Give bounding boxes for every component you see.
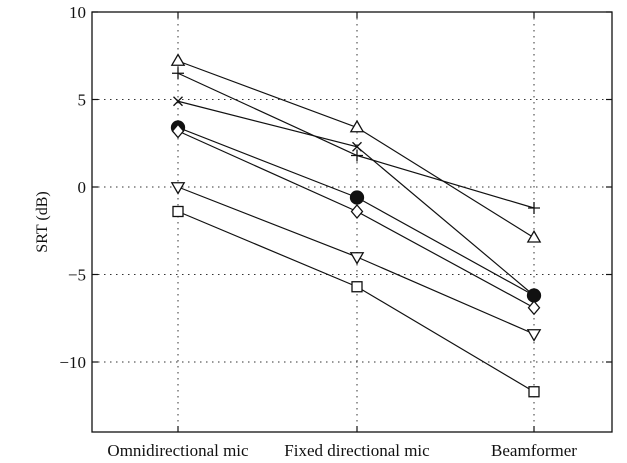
x-tick-label: Beamformer (491, 441, 577, 460)
series-triangle-up (170, 53, 542, 243)
series-group (170, 53, 542, 398)
x-tick-label: Omnidirectional mic (107, 441, 249, 460)
data-point-diamond (527, 300, 541, 316)
y-tick-label: 10 (69, 3, 86, 22)
y-tick-label: 5 (78, 91, 87, 110)
data-point-triangle-up (526, 229, 542, 243)
series-diamond (171, 123, 541, 316)
y-axis-title: SRT (dB) (34, 191, 51, 252)
data-point-plus (528, 202, 540, 214)
plot-frame (91, 11, 613, 433)
y-tick-label: 0 (78, 178, 87, 197)
series-line-plus (177, 72, 535, 209)
y-tick-labels: 10 5 0 −5 −10 (59, 3, 86, 372)
data-point-triangle-down (170, 182, 186, 195)
series-plus (172, 67, 540, 214)
data-point-plus (351, 149, 363, 162)
series-line-square (177, 210, 535, 393)
data-point-diamond (350, 203, 364, 220)
data-point-triangle-down (526, 329, 542, 342)
data-point-plus (172, 67, 184, 80)
x-tick-label: Fixed directional mic (284, 441, 430, 460)
axis-ticks (92, 11, 612, 432)
data-point-x (352, 141, 362, 152)
data-point-triangle-down (349, 252, 365, 265)
grid-lines (92, 11, 612, 432)
data-point-diamond (171, 123, 185, 139)
data-point-square (172, 205, 184, 218)
x-tick-labels: Omnidirectional mic Fixed directional mic… (107, 441, 577, 460)
series-square (172, 205, 540, 398)
data-point-triangle-up (170, 53, 186, 66)
y-tick-label: −5 (68, 266, 86, 285)
data-point-triangle-up (349, 119, 365, 133)
data-point-x (173, 96, 183, 107)
data-point-square (528, 386, 540, 398)
y-tick-label: −10 (59, 353, 86, 372)
data-point-square (351, 281, 363, 293)
series-triangle-down (170, 182, 542, 342)
data-point-circle (526, 288, 542, 303)
data-point-circle (349, 190, 365, 205)
